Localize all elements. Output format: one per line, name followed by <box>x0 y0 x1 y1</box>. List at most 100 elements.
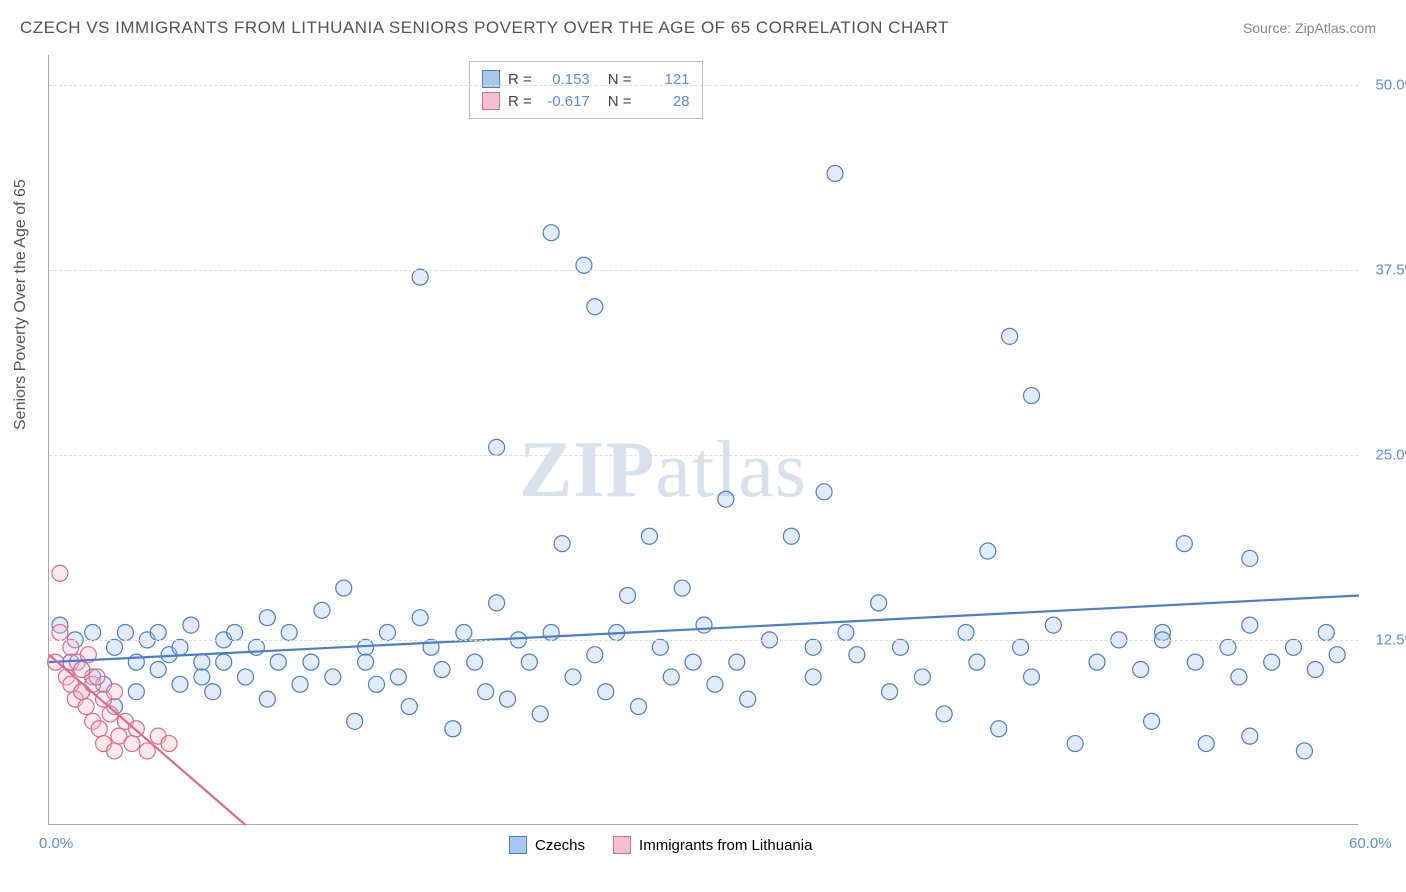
scatter-plot-svg <box>49 55 1358 824</box>
legend-item-lithuania: Immigrants from Lithuania <box>613 836 812 854</box>
data-point <box>172 676 188 692</box>
data-point <box>379 625 395 641</box>
data-point <box>150 662 166 678</box>
y-axis-label: Seniors Poverty Over the Age of 65 <box>12 179 30 430</box>
data-point <box>161 736 177 752</box>
data-point <box>412 610 428 626</box>
data-point <box>172 639 188 655</box>
data-point <box>205 684 221 700</box>
data-point <box>674 580 690 596</box>
data-point <box>980 543 996 559</box>
gridline-horizontal <box>49 455 1358 456</box>
data-point <box>740 691 756 707</box>
trend-line <box>49 655 246 825</box>
data-point <box>124 736 140 752</box>
data-point <box>281 625 297 641</box>
chart-title: CZECH VS IMMIGRANTS FROM LITHUANIA SENIO… <box>20 18 949 38</box>
data-point <box>1329 647 1345 663</box>
data-point <box>631 699 647 715</box>
source-attribution: Source: ZipAtlas.com <box>1243 20 1376 36</box>
data-point <box>117 625 133 641</box>
data-point <box>991 721 1007 737</box>
data-point <box>1242 617 1258 633</box>
data-point <box>652 639 668 655</box>
data-point <box>74 662 90 678</box>
data-point <box>401 699 417 715</box>
data-point <box>969 654 985 670</box>
data-point <box>543 225 559 241</box>
x-tick-label: 60.0% <box>1349 835 1392 852</box>
data-point <box>816 484 832 500</box>
data-point <box>500 691 516 707</box>
data-point <box>89 669 105 685</box>
data-point <box>1242 728 1258 744</box>
data-point <box>238 669 254 685</box>
data-point <box>434 662 450 678</box>
data-point <box>849 647 865 663</box>
data-point <box>227 625 243 641</box>
data-point <box>63 639 79 655</box>
data-point <box>78 699 94 715</box>
data-point <box>107 639 123 655</box>
data-point <box>587 647 603 663</box>
data-point <box>259 691 275 707</box>
data-point <box>543 625 559 641</box>
data-point <box>1187 654 1203 670</box>
data-point <box>489 439 505 455</box>
data-point <box>805 639 821 655</box>
data-point <box>718 491 734 507</box>
data-point <box>303 654 319 670</box>
data-point <box>838 625 854 641</box>
data-point <box>128 684 144 700</box>
data-point <box>1220 639 1236 655</box>
data-point <box>565 669 581 685</box>
data-point <box>554 536 570 552</box>
data-point <box>1067 736 1083 752</box>
data-point <box>1013 639 1029 655</box>
data-point <box>369 676 385 692</box>
data-point <box>882 684 898 700</box>
data-point <box>827 165 843 181</box>
legend-row-lithuania: R = -0.617 N = 28 <box>482 90 690 112</box>
data-point <box>314 602 330 618</box>
data-point <box>1231 669 1247 685</box>
chart-plot-area: ZIPatlas R = 0.153 N = 121 R = -0.617 N … <box>48 55 1358 825</box>
data-point <box>390 669 406 685</box>
data-point <box>216 654 232 670</box>
gridline-horizontal <box>49 85 1358 86</box>
data-point <box>1002 328 1018 344</box>
y-tick-label: 25.0% <box>1363 446 1406 463</box>
data-point <box>1307 662 1323 678</box>
y-tick-label: 12.5% <box>1363 631 1406 648</box>
data-point <box>1198 736 1214 752</box>
data-point <box>958 625 974 641</box>
legend-label-lithuania: Immigrants from Lithuania <box>639 837 812 854</box>
gridline-horizontal <box>49 270 1358 271</box>
data-point <box>1318 625 1334 641</box>
data-point <box>270 654 286 670</box>
legend-row-czechs: R = 0.153 N = 121 <box>482 68 690 90</box>
data-point <box>412 269 428 285</box>
data-point <box>52 625 68 641</box>
data-point <box>52 565 68 581</box>
data-point <box>696 617 712 633</box>
y-tick-label: 50.0% <box>1363 76 1406 93</box>
data-point <box>336 580 352 596</box>
legend-n-label: N = <box>608 93 632 110</box>
data-point <box>1296 743 1312 759</box>
data-point <box>478 684 494 700</box>
data-point <box>521 654 537 670</box>
data-point <box>685 654 701 670</box>
legend-swatch-lithuania <box>482 92 500 110</box>
correlation-legend: R = 0.153 N = 121 R = -0.617 N = 28 <box>469 61 703 119</box>
data-point <box>1286 639 1302 655</box>
data-point <box>576 257 592 273</box>
data-point <box>1024 388 1040 404</box>
x-tick-label: 0.0% <box>39 835 73 852</box>
data-point <box>587 299 603 315</box>
data-point <box>914 669 930 685</box>
data-point <box>347 713 363 729</box>
series-legend: Czechs Immigrants from Lithuania <box>509 836 812 854</box>
legend-swatch-lithuania <box>613 836 631 854</box>
data-point <box>1045 617 1061 633</box>
